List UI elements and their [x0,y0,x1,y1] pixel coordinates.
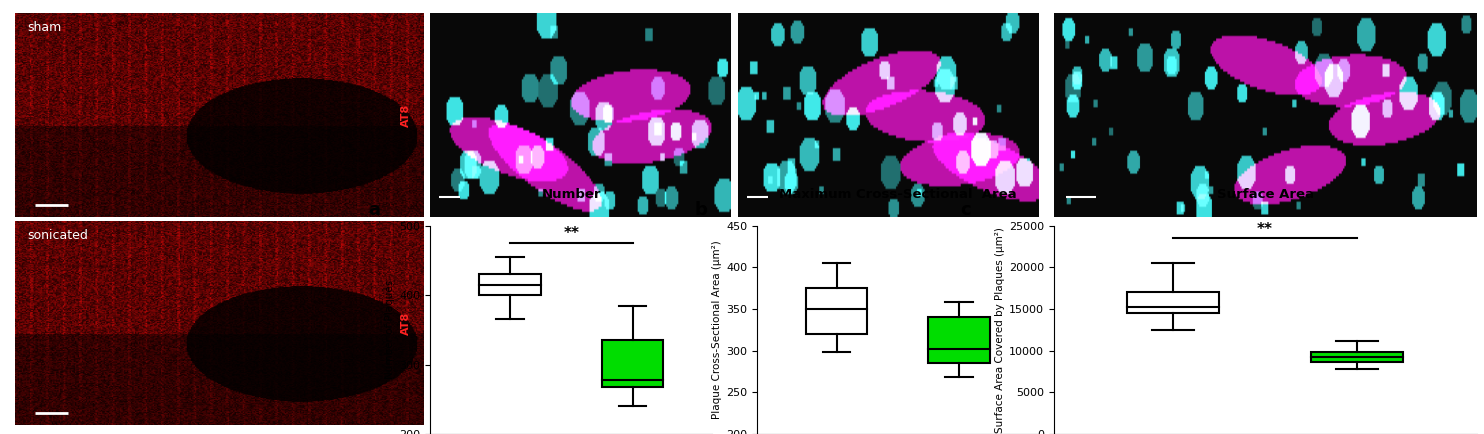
Text: c: c [960,201,971,219]
Text: a: a [368,201,380,219]
Text: b: b [695,201,708,219]
Text: **: ** [564,227,579,241]
Bar [603,340,663,387]
Title: Number: Number [542,188,601,201]
Text: sonicated: sonicated [27,230,88,243]
Bar [1128,293,1220,313]
Y-axis label: Number of Plaques: Number of Plaques [386,280,395,379]
Bar [1310,352,1402,362]
Text: sham: sham [27,21,61,34]
Text: AT8: AT8 [401,312,411,335]
Text: AT8: AT8 [401,103,411,127]
Title: Surface Area: Surface Area [1217,188,1313,201]
Text: **: ** [1257,221,1273,237]
Bar [806,288,867,334]
Title: Maximum Cross-Sectional  Area: Maximum Cross-Sectional Area [779,188,1017,201]
Y-axis label: Surface Area Covered by Plaques (μm²): Surface Area Covered by Plaques (μm²) [994,227,1005,433]
Bar [479,274,540,295]
Bar [929,317,990,363]
Y-axis label: Plaque Cross-Sectional Area (μm²): Plaque Cross-Sectional Area (μm²) [712,240,721,419]
